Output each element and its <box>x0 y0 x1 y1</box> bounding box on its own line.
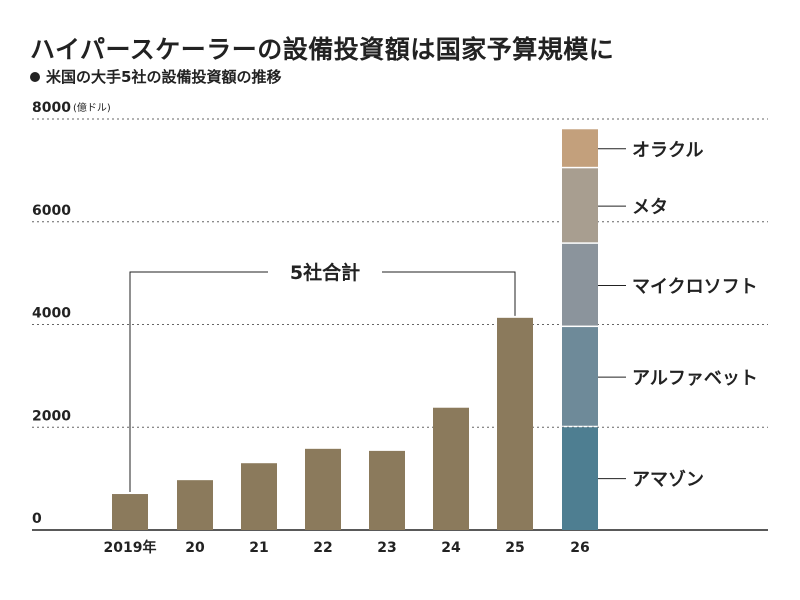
x-tick-label-5: 24 <box>441 540 461 556</box>
stack-segment-1 <box>562 327 598 426</box>
annotation-bracket-right <box>382 271 516 316</box>
x-tick-label-7: 26 <box>570 540 589 556</box>
bar-0 <box>112 494 148 530</box>
x-tick-label-4: 23 <box>377 540 396 556</box>
y-unit-label: (億ドル) <box>73 101 111 114</box>
y-tick-label-0: 0 <box>32 511 42 527</box>
stack-label-3: メタ <box>632 197 668 218</box>
stack-segment-0 <box>562 427 598 530</box>
x-tick-label-6: 25 <box>505 540 524 556</box>
chart-title: ハイパースケーラーの設備投資額は国家予算規模に <box>30 35 615 64</box>
stack-label-1: アルファベット <box>632 368 758 389</box>
y-tick-label-8000: 8000 <box>32 100 71 116</box>
y-tick-label-6000: 6000 <box>32 203 71 219</box>
annotation-bracket-left <box>129 271 268 493</box>
stack-segment-4 <box>562 129 598 167</box>
bar-1 <box>177 480 213 530</box>
x-tick-label-0: 2019年 <box>104 539 157 556</box>
stack-segment-2 <box>562 243 598 326</box>
y-tick-label-4000: 4000 <box>32 306 71 322</box>
bar-6 <box>497 317 533 530</box>
annotation-total-label: 5社合計 <box>290 261 360 284</box>
chart-subtitle: 米国の大手5社の設備投資額の推移 <box>30 66 281 87</box>
bar-2 <box>241 463 277 530</box>
x-tick-label-1: 20 <box>185 540 205 556</box>
bar-4 <box>369 450 405 530</box>
x-tick-label-2: 21 <box>249 540 268 556</box>
subtitle-text: 米国の大手5社の設備投資額の推移 <box>46 68 282 86</box>
bar-5 <box>433 407 469 530</box>
stack-label-0: アマゾン <box>632 470 704 491</box>
stack-label-2: マイクロソフト <box>632 276 758 297</box>
stack-segment-3 <box>562 168 598 243</box>
bar-3 <box>305 448 341 530</box>
stack-label-4: オラクル <box>632 140 703 161</box>
x-tick-label-3: 22 <box>313 540 332 556</box>
bullet-icon <box>30 71 40 82</box>
y-tick-label-2000: 2000 <box>32 408 71 424</box>
